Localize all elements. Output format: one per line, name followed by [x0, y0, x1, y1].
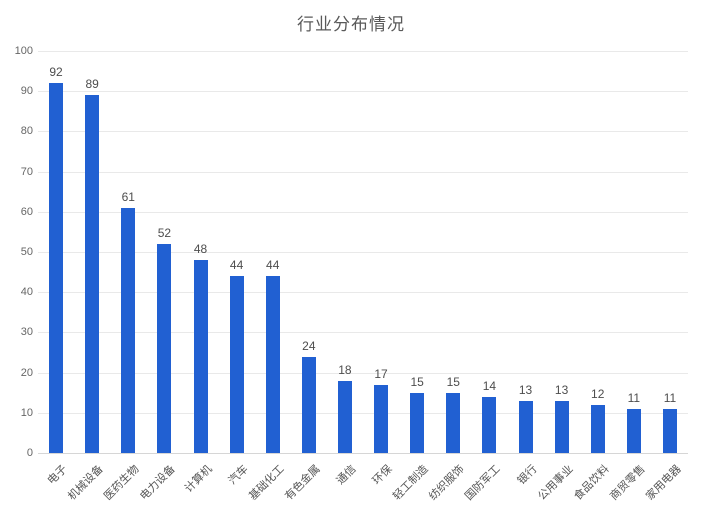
bar-轻工制造 — [410, 392, 425, 453]
x-axis-category-label: 轻工制造 — [391, 463, 431, 503]
y-axis-tick-label: 0 — [26, 447, 33, 459]
bar-value-label: 15 — [410, 374, 424, 389]
bar-国防军工 — [482, 396, 497, 453]
bar-value-label: 11 — [627, 390, 641, 405]
bar-value-label: 14 — [482, 378, 497, 393]
y-axis-tick-label: 30 — [20, 326, 33, 339]
y-axis-tick-label: 50 — [20, 246, 33, 258]
x-axis-category-label: 通信 — [334, 463, 359, 488]
x-axis-category-label: 国防军工 — [463, 463, 503, 503]
bar-通信 — [337, 380, 352, 453]
bar-value-label: 13 — [518, 382, 533, 397]
bar-商贸零售 — [626, 408, 641, 453]
bar-汽车 — [229, 276, 244, 453]
gridline — [38, 211, 688, 213]
gridline — [38, 131, 688, 133]
x-axis-category-label: 商贸零售 — [607, 463, 648, 503]
x-axis-category-label: 机械设备 — [66, 463, 106, 503]
gridline — [38, 171, 688, 173]
gridline — [38, 292, 688, 294]
bar-value-label: 92 — [49, 65, 63, 80]
bar-机械设备 — [85, 95, 100, 453]
x-axis-category-label: 电子 — [45, 463, 70, 488]
bar-value-label: 44 — [229, 258, 244, 273]
x-axis-category-label: 银行 — [515, 463, 540, 488]
x-axis-category-label: 公用事业 — [535, 463, 576, 503]
y-axis-tick-label: 80 — [20, 125, 33, 138]
y-axis-tick-label: 20 — [20, 366, 33, 379]
bar-公用事业 — [554, 400, 569, 453]
bar-value-label: 17 — [374, 366, 388, 381]
y-axis-tick-label: 90 — [20, 85, 33, 98]
plot-area: 92 89 61 52 48 44 44 24 18 17 15 15 14 13 13 12 11 11 — [38, 51, 688, 454]
bar-纺织服饰 — [446, 392, 461, 453]
bar-计算机 — [193, 260, 208, 453]
x-axis-line — [38, 453, 688, 454]
y-axis: 0 10 20 30 40 50 60 70 80 90 100 — [0, 45, 33, 459]
gridline — [38, 91, 688, 93]
bar-value-label: 44 — [266, 258, 280, 273]
x-axis-category-label: 电力设备 — [138, 463, 178, 503]
y-axis-tick-label: 70 — [20, 165, 33, 178]
bar-食品饮料 — [590, 404, 605, 453]
bar-电子 — [49, 83, 64, 453]
bar-value-label: 48 — [193, 242, 208, 257]
gridline — [38, 372, 688, 374]
x-axis-category-label: 有色金属 — [282, 463, 323, 503]
bar-value-label: 52 — [157, 225, 172, 240]
bar-value-label: 11 — [663, 390, 677, 405]
x-axis-category-label: 纺织服饰 — [427, 463, 467, 503]
gridline — [38, 252, 688, 253]
x-axis-category-label: 家用电器 — [643, 463, 684, 503]
bar-value-label: 24 — [302, 338, 316, 353]
gridline — [38, 412, 688, 414]
gridline — [38, 51, 688, 52]
bar-环保 — [374, 384, 389, 453]
bar-value-label: 61 — [121, 189, 135, 204]
bar-电力设备 — [157, 243, 172, 453]
x-axis-category-label: 计算机 — [182, 463, 215, 495]
bar-value-label: 12 — [591, 386, 605, 401]
x-axis-category-label: 食品饮料 — [571, 463, 612, 503]
x-axis-category-label: 环保 — [370, 463, 395, 488]
bar-value-label: 13 — [554, 382, 569, 397]
x-axis-category-label: 医药生物 — [102, 463, 142, 503]
chart-title: 行业分布情况 — [297, 15, 405, 34]
bar-value-label: 15 — [446, 374, 460, 389]
y-axis-tick-label: 10 — [20, 406, 33, 419]
bar-银行 — [518, 400, 533, 453]
bar-有色金属 — [301, 356, 316, 453]
bar-value-label: 18 — [338, 362, 352, 377]
bar-基础化工 — [265, 276, 280, 453]
y-axis-tick-label: 40 — [20, 286, 33, 299]
y-axis-tick-label: 60 — [20, 205, 33, 218]
bar-value-label: 89 — [85, 77, 99, 92]
gridline — [38, 332, 688, 334]
bar-家用电器 — [662, 408, 677, 453]
y-axis-tick-label: 100 — [14, 45, 33, 57]
x-axis-category-label: 汽车 — [226, 463, 251, 488]
bar-医药生物 — [121, 207, 136, 453]
x-axis: 电子 机械设备 医药生物 电力设备 计算机 汽车 基础化工 有色金属 通信 环保 轻工制造 纺织服饰国… — [38, 453, 688, 519]
x-axis-category-label: 基础化工 — [246, 463, 287, 503]
